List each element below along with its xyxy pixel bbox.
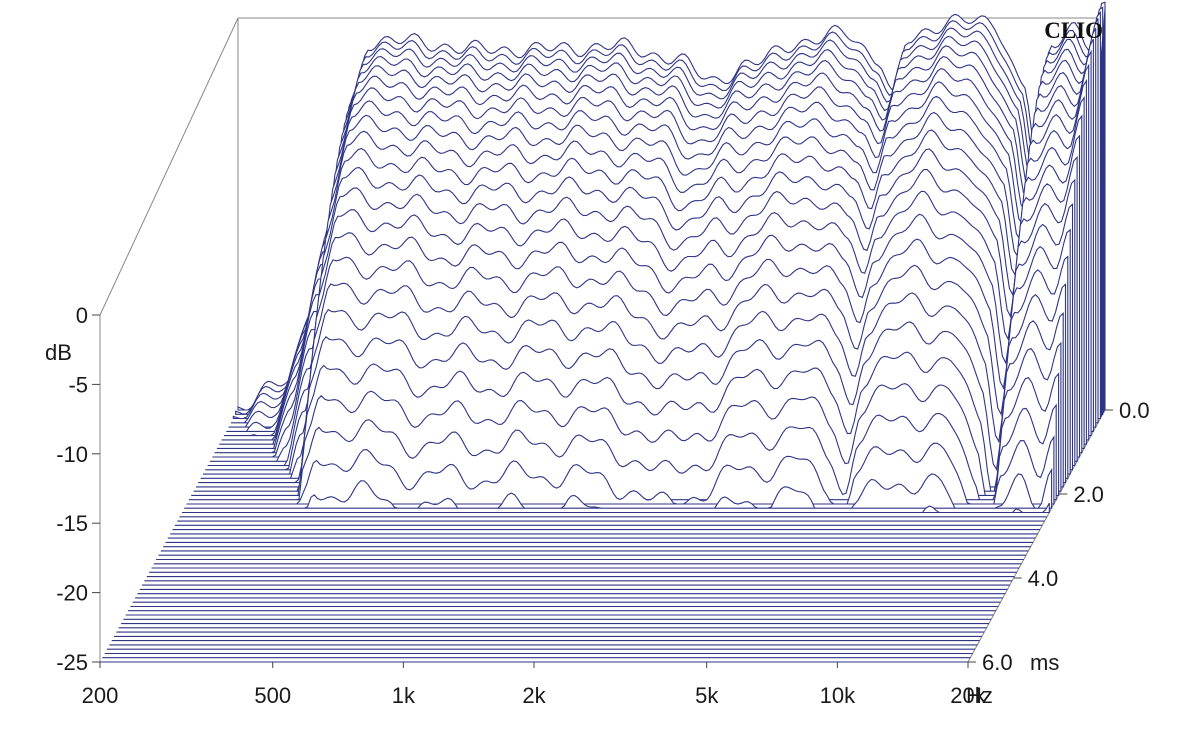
- y-tick-label: -20: [56, 581, 88, 606]
- decay-slices: [100, 1, 1106, 663]
- y-tick-label: -15: [56, 511, 88, 536]
- z-tick-label: 2.0: [1073, 482, 1104, 507]
- x-tick-label: 5k: [695, 683, 719, 708]
- y-tick-label: 0: [76, 303, 88, 328]
- x-tick-label: 20k: [950, 683, 986, 708]
- left-wall: [99, 17, 239, 662]
- x-tick-label: 1k: [392, 683, 416, 708]
- x-tick-label: 500: [254, 683, 291, 708]
- y-tick-label: -5: [68, 372, 88, 397]
- x-axis: 200 500 1k 2k 5k 10k 20k: [82, 662, 987, 708]
- decay-slice: [186, 435, 1055, 505]
- z-tick-label: 0.0: [1119, 398, 1150, 423]
- x-tick-label: 200: [82, 683, 119, 708]
- y-axis: 0 -5 -10 -15 -20 -25: [56, 303, 100, 675]
- y-axis-unit: dB: [45, 340, 72, 365]
- brand-logo: CLIO: [1044, 18, 1103, 43]
- z-axis-unit: ms: [1030, 650, 1059, 675]
- z-axis: 0.0 2.0 4.0 6.0: [968, 398, 1150, 675]
- z-tick-label: 6.0: [982, 650, 1013, 675]
- decay-slice: [184, 467, 1053, 509]
- x-tick-label: 10k: [820, 683, 856, 708]
- x-axis-unit: Hz: [966, 683, 993, 708]
- right-edge-wall: [1100, 2, 1105, 419]
- decay-slice: [188, 403, 1057, 501]
- decay-slice: [181, 502, 1050, 514]
- z-tick-label: 4.0: [1028, 566, 1059, 591]
- y-tick-label: -25: [56, 650, 88, 675]
- y-tick-label: -10: [56, 442, 88, 467]
- x-tick-label: 2k: [522, 683, 546, 708]
